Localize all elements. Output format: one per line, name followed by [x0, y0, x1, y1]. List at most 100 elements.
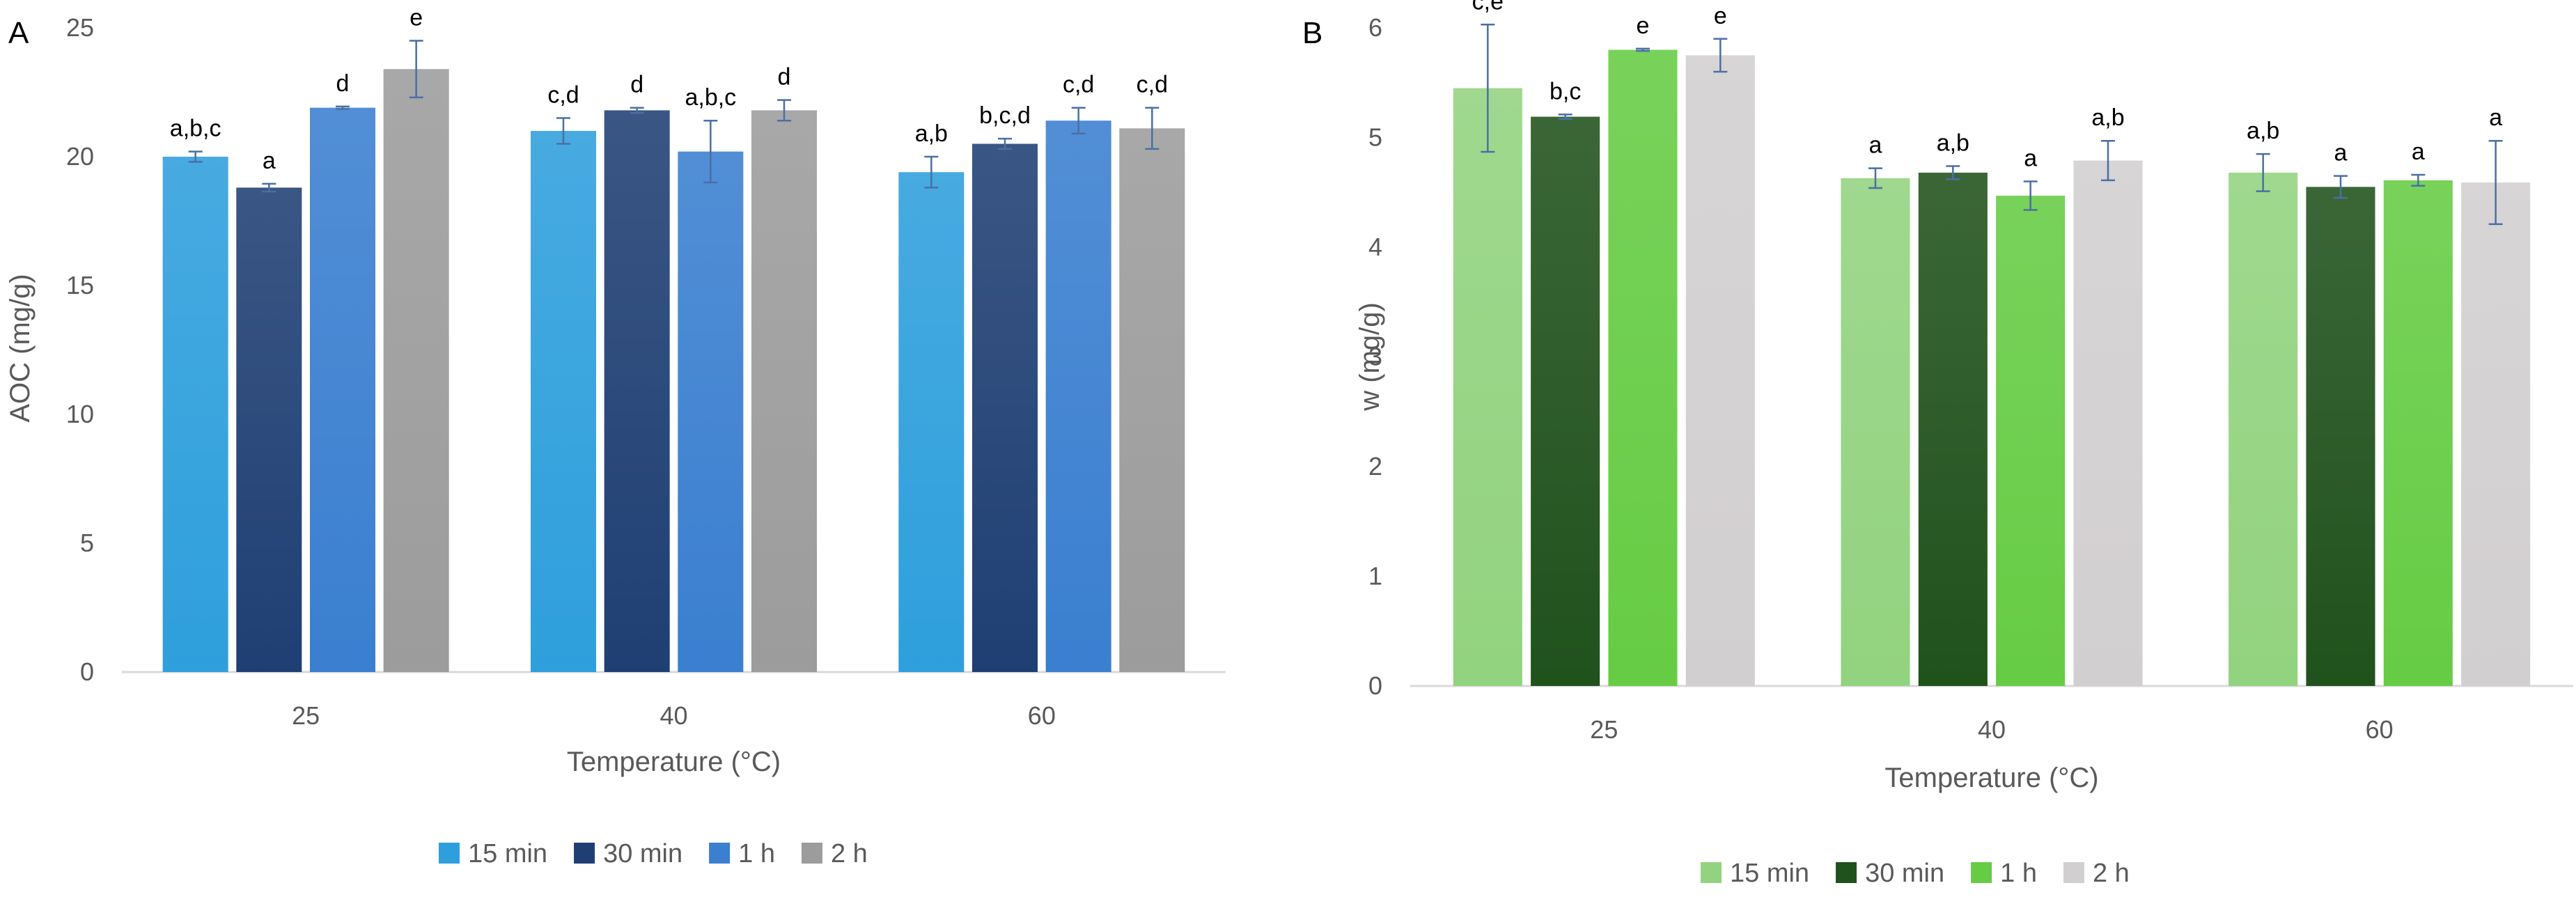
significance-label: c,d [1063, 72, 1094, 98]
x-tick-label: 60 [2366, 715, 2394, 744]
bar-1-h-60 [1045, 120, 1111, 672]
x-axis-title: Temperature (°C) [1884, 763, 2098, 793]
y-tick-label: 4 [1368, 233, 1382, 261]
bar-30-min-40 [604, 110, 670, 672]
error-bar [924, 155, 939, 189]
legend-swatch [1971, 862, 1992, 883]
y-tick-label: 25 [66, 13, 94, 42]
significance-label: c,d [1137, 72, 1168, 98]
legend-item-15-min: 15 min [1701, 859, 1809, 888]
significance-label: c,e [1472, 0, 1504, 15]
error-bar [556, 117, 570, 145]
significance-label: e [1714, 3, 1727, 29]
legend-label: 30 min [603, 839, 682, 868]
bar-1-h-40 [1996, 195, 2066, 687]
bar-2-h-40 [751, 110, 818, 672]
error-bar [1558, 114, 1572, 120]
legend-item-15-min: 15 min [439, 839, 547, 868]
error-bar [1071, 107, 1086, 134]
legend-label: 15 min [468, 839, 547, 868]
significance-label: a,b [1937, 130, 1969, 156]
legend-swatch [574, 843, 595, 864]
significance-label: a [263, 148, 276, 174]
legend-swatch [439, 843, 460, 864]
bar-30-min-25 [1531, 116, 1600, 686]
y-tick-label: 15 [66, 271, 94, 299]
error-bar [2411, 173, 2426, 187]
significance-label: a [2334, 140, 2348, 166]
y-tick-label: 10 [66, 400, 94, 428]
x-tick-label: 40 [1978, 715, 2006, 744]
legend-label: 1 h [738, 839, 775, 868]
bar-2-h-25 [1685, 55, 1755, 686]
bar-30-min-40 [1918, 172, 1988, 686]
legend-swatch [709, 843, 731, 864]
legend-label: 1 h [2000, 859, 2037, 888]
error-bar [1713, 38, 1728, 73]
bar-15-min-40 [530, 131, 597, 672]
significance-label: a,b,c [685, 84, 736, 111]
error-bar [188, 150, 203, 163]
legend-item-1-h: 1 h [709, 839, 775, 868]
error-bar [336, 105, 350, 110]
error-bar [2256, 153, 2270, 192]
error-bar [703, 119, 718, 184]
panel-letter: B [1302, 16, 1322, 50]
error-bar [1946, 165, 1960, 180]
significance-label: d [778, 64, 791, 91]
y-axis-title: AOC (mg/g) [5, 274, 36, 422]
error-bar [777, 99, 791, 122]
x-axis-title: Temperature (°C) [567, 747, 781, 777]
bar-1-h-25 [309, 107, 376, 672]
bar-2-h-40 [2073, 160, 2143, 686]
error-bar [2488, 139, 2503, 226]
bar-30-min-60 [2306, 187, 2375, 686]
legend-swatch [801, 843, 822, 864]
error-bar [2334, 175, 2348, 199]
bar-30-min-60 [971, 143, 1038, 672]
significance-label: d [630, 72, 643, 98]
bar-15-min-25 [1453, 88, 1522, 686]
chart-panel-b: Bw (mg/g) 0 1 2 3 4 5 6 c,e b,c e e 25 a a,b a a,b 40 a,b a… [1302, 0, 2573, 888]
y-tick-label: 0 [1368, 671, 1382, 700]
bar-2-h-60 [1119, 128, 1185, 673]
bar-2-h-25 [383, 69, 449, 672]
bar-1-h-60 [2383, 180, 2453, 686]
y-tick-label: 1 [1368, 562, 1382, 591]
legend: 15 min 30 min 1 h 2 h [439, 839, 868, 868]
x-tick-label: 60 [1028, 701, 1056, 730]
significance-label: a,b,c [170, 116, 221, 142]
chart-panel-a: A AOC (mg/g) 0 5 10 15 20 25 a,b,c a d e 25 c,d d a,b,c… [5, 5, 1226, 868]
error-bar [2023, 180, 2038, 211]
error-bar [1636, 47, 1650, 52]
panel-letter: A [8, 16, 29, 50]
x-tick-label: 25 [292, 701, 320, 730]
x-tick-label: 25 [1590, 715, 1618, 744]
y-tick-label: 5 [1368, 123, 1382, 152]
significance-label: a [2489, 104, 2502, 131]
x-tick-label: 40 [659, 701, 687, 730]
error-bar [262, 182, 276, 193]
legend-item-30-min: 30 min [574, 839, 682, 868]
significance-label: a,b [2247, 118, 2279, 144]
significance-label: a,b [915, 120, 948, 147]
y-tick-label: 20 [66, 142, 94, 171]
legend-swatch [2063, 862, 2084, 883]
error-bar [1145, 107, 1160, 150]
significance-label: a,b [2091, 104, 2124, 131]
error-bar [1868, 167, 1882, 189]
error-bar [630, 107, 644, 114]
significance-label: b,c,d [979, 102, 1031, 129]
legend-item-1-h: 1 h [1971, 859, 2037, 888]
significance-label: c,d [547, 82, 579, 109]
legend-swatch [1701, 862, 1722, 883]
bar-1-h-25 [1608, 49, 1678, 686]
legend-label: 2 h [831, 839, 868, 868]
error-bar [409, 40, 423, 99]
legend-label: 30 min [1865, 859, 1944, 888]
bar-15-min-40 [1841, 178, 1910, 686]
bar-1-h-40 [678, 151, 744, 673]
legend-item-30-min: 30 min [1836, 859, 1944, 888]
bar-15-min-60 [2228, 172, 2298, 686]
legend-item-2-h: 2 h [2063, 859, 2130, 888]
